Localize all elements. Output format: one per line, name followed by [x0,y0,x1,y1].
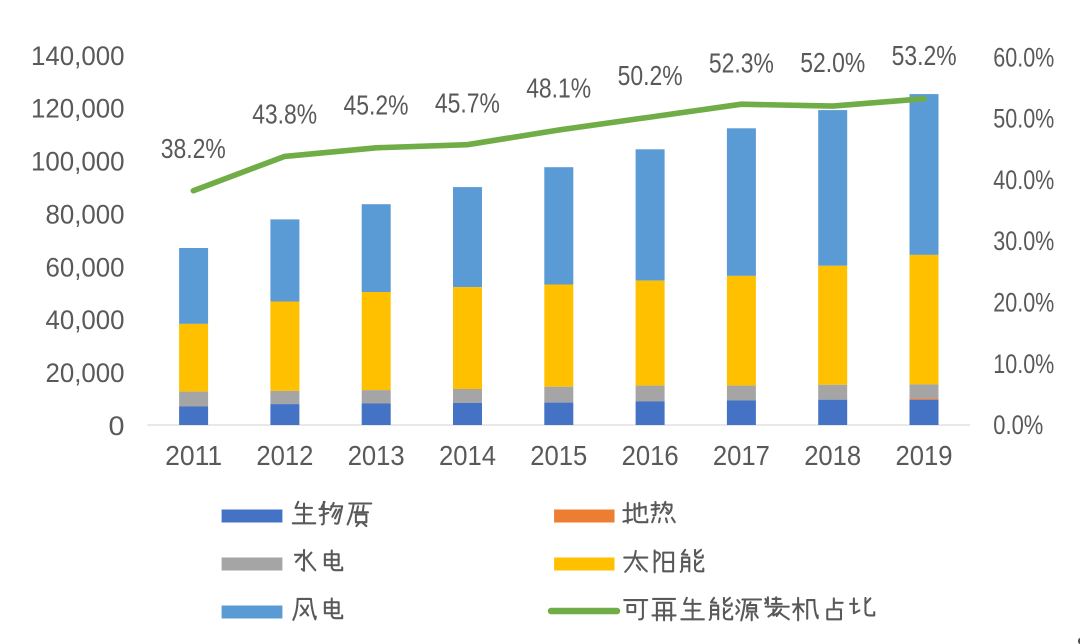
svg-text:2018: 2018 [804,440,861,471]
svg-text:80,000: 80,000 [46,199,125,229]
svg-text:45.7%: 45.7% [435,87,500,118]
svg-text:2013: 2013 [348,440,405,471]
svg-text:45.2%: 45.2% [344,89,409,120]
svg-text:2016: 2016 [622,440,679,471]
svg-text:2015: 2015 [530,440,587,471]
svg-text:53.2%: 53.2% [892,40,957,71]
svg-text:10.0%: 10.0% [993,349,1054,379]
svg-text:2012: 2012 [256,440,313,471]
svg-text:0: 0 [109,411,125,441]
svg-text:43.8%: 43.8% [252,98,317,129]
svg-text:52.0%: 52.0% [800,47,865,78]
svg-text:52.3%: 52.3% [709,48,774,79]
svg-text:2011: 2011 [165,440,222,471]
svg-text:50.0%: 50.0% [993,104,1054,134]
svg-text:20,000: 20,000 [46,358,125,388]
svg-text:2019: 2019 [896,440,953,471]
svg-text:38.2%: 38.2% [161,133,226,164]
svg-text:120,000: 120,000 [31,94,125,124]
svg-text:40,000: 40,000 [46,305,125,335]
svg-text:140,000: 140,000 [31,41,125,71]
svg-text:2014: 2014 [439,440,496,471]
svg-text:0.0%: 0.0% [993,410,1043,440]
svg-text:30.0%: 30.0% [993,226,1054,256]
svg-text:20.0%: 20.0% [993,288,1054,318]
svg-text:60,000: 60,000 [46,252,125,282]
svg-text:100,000: 100,000 [31,147,125,177]
svg-text:40.0%: 40.0% [993,165,1054,195]
svg-text:2017: 2017 [713,440,770,471]
svg-text:60.0%: 60.0% [993,42,1054,72]
svg-text:48.1%: 48.1% [526,73,591,104]
svg-text:50.2%: 50.2% [618,60,683,91]
